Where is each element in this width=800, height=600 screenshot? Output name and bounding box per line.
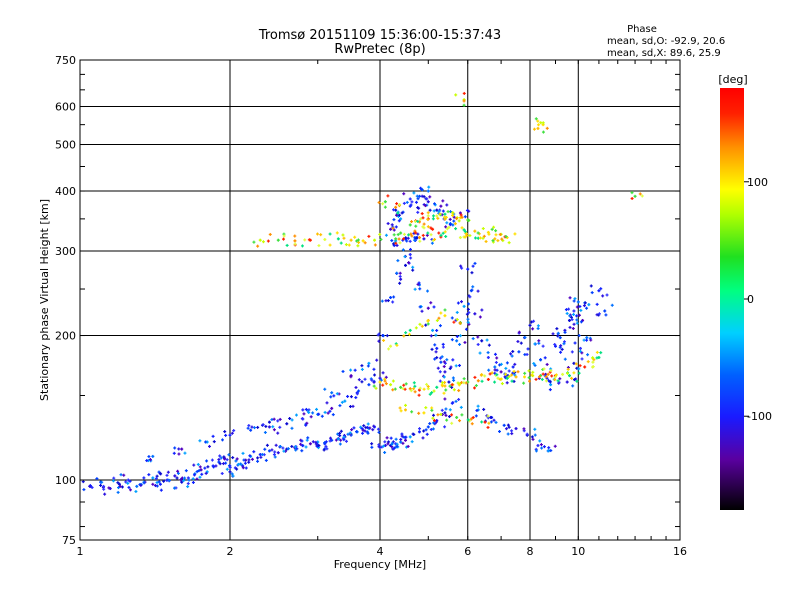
x-tick-label: 6 [464,545,471,558]
chart-subtitle: RwPretec (8p) [334,42,425,57]
phase-header: Phase [627,24,657,35]
colorbar-tick-label: -100 [747,410,772,423]
colorbar [720,88,744,510]
grid-lines [80,60,680,540]
x-axis-label: Frequency [MHz] [334,558,426,571]
chart-title: Tromsø 20151109 15:36:00-15:37:43 [258,28,501,43]
y-tick-label: 500 [55,139,76,152]
y-tick-label: 100 [55,474,76,487]
y-tick-label: 400 [55,185,76,198]
y-axis-label: Stationary phase Virtual Height [km] [38,199,51,401]
x-tick-label: 16 [673,545,687,558]
data-points [81,91,644,496]
x-tick-label: 4 [377,545,384,558]
y-tick-label: 750 [55,54,76,67]
phase-stats-o: mean, sd,O: -92.9, 20.6 [607,36,725,47]
axis-ticks: 1 2 4 6 8 10 16 75 100 200 300 400 500 600 750 [55,54,687,558]
colorbar-label: [deg] [718,73,747,86]
colorbar-tick-label: 0 [747,293,754,306]
y-tick-label: 600 [55,101,76,114]
colorbar-ticks: 100 0 -100 [744,176,772,423]
x-tick-label: 8 [527,545,534,558]
x-tick-label: 2 [227,545,234,558]
x-tick-label: 10 [571,545,585,558]
y-tick-label: 200 [55,330,76,343]
phase-stats-x: mean, sd,X: 89.6, 25.9 [607,48,721,59]
colorbar-tick-label: 100 [747,176,768,189]
y-tick-label: 75 [62,534,76,547]
x-tick-label: 1 [77,545,84,558]
y-tick-label: 300 [55,245,76,258]
